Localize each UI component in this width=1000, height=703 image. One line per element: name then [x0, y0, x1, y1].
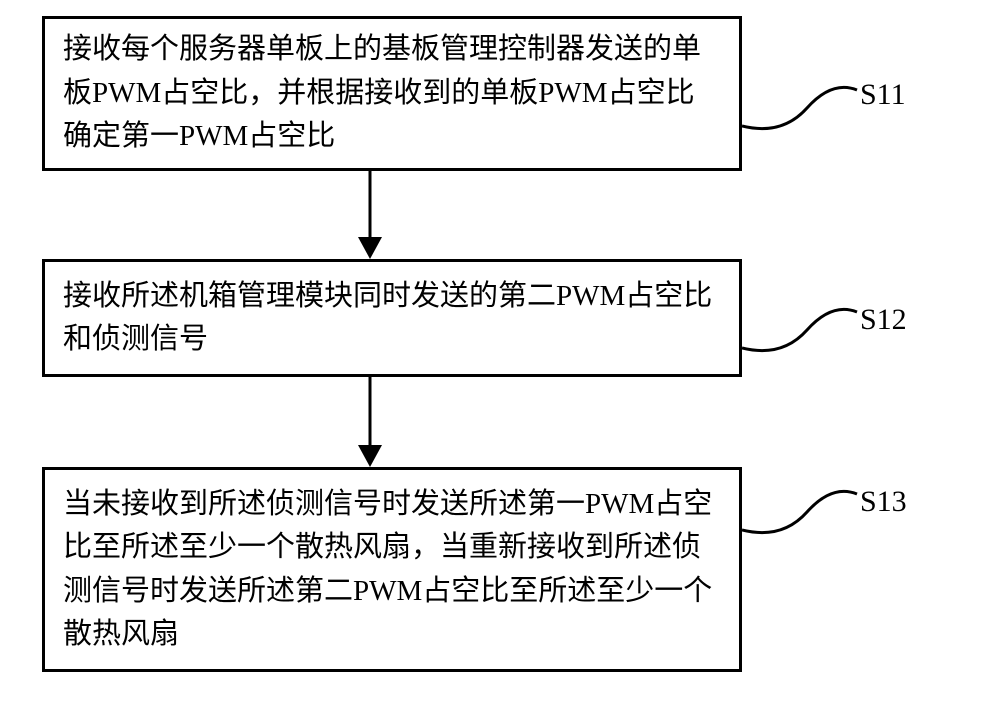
step-box-s11: 接收每个服务器单板上的基板管理控制器发送的单板PWM占空比，并根据接收到的单板P… [42, 16, 742, 171]
step-label-s13: S13 [860, 485, 907, 519]
step-text-s13: 当未接收到所述侦测信号时发送所述第一PWM占空比至所述至少一个散热风扇，当重新接… [63, 483, 721, 657]
arrow-s11-s12 [350, 171, 390, 259]
step-text-s12: 接收所述机箱管理模块同时发送的第二PWM占空比和侦测信号 [63, 275, 721, 362]
step-label-s12: S12 [860, 303, 907, 337]
step-text-s11: 接收每个服务器单板上的基板管理控制器发送的单板PWM占空比，并根据接收到的单板P… [63, 28, 721, 159]
arrow-s12-s13 [350, 377, 390, 467]
curve-connector-s11 [742, 78, 862, 138]
flowchart-container: 接收每个服务器单板上的基板管理控制器发送的单板PWM占空比，并根据接收到的单板P… [0, 0, 1000, 703]
step-box-s13: 当未接收到所述侦测信号时发送所述第一PWM占空比至所述至少一个散热风扇，当重新接… [42, 467, 742, 672]
step-box-s12: 接收所述机箱管理模块同时发送的第二PWM占空比和侦测信号 [42, 259, 742, 377]
step-label-s11: S11 [860, 78, 906, 112]
curve-connector-s12 [742, 300, 862, 360]
curve-connector-s13 [742, 482, 862, 542]
